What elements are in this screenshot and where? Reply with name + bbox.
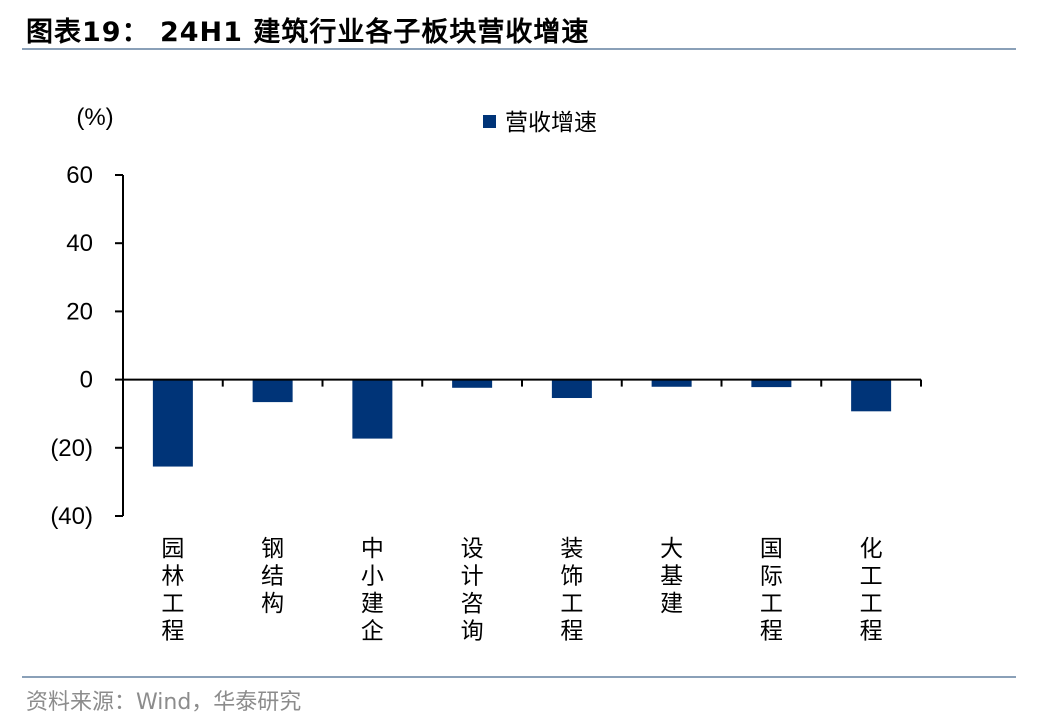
bar [851, 379, 892, 412]
category-label: 中小建企 [361, 536, 384, 645]
category-label: 园林工程 [161, 536, 184, 645]
category-label: 国际工程 [760, 536, 783, 645]
legend-swatch [483, 115, 496, 128]
bar [551, 379, 592, 399]
bar [651, 379, 692, 387]
bar [352, 379, 393, 439]
y-tick-label: 40 [66, 230, 93, 257]
y-tick-label: (20) [50, 435, 93, 462]
bar [152, 379, 193, 467]
y-tick-label: 60 [66, 162, 93, 189]
y-unit-label: (%) [76, 104, 113, 131]
title-rule [22, 48, 1016, 50]
bar [452, 379, 493, 388]
legend-label: 营收增速 [505, 110, 597, 136]
category-label: 大基建 [660, 536, 683, 617]
category-label: 钢结构 [261, 536, 284, 617]
bar [252, 379, 293, 403]
chart-title: 图表19： 24H1 建筑行业各子板块营收增速 [26, 17, 590, 48]
y-tick-label: 20 [66, 298, 93, 325]
category-label: 装饰工程 [560, 536, 583, 645]
bar [751, 379, 792, 388]
footer-rule [22, 676, 1016, 678]
category-label: 设计咨询 [461, 536, 484, 645]
category-label: 化工工程 [860, 536, 883, 645]
source-note: 资料来源：Wind，华泰研究 [26, 690, 302, 715]
y-tick-label: (40) [50, 503, 93, 530]
y-tick-label: 0 [80, 367, 93, 394]
